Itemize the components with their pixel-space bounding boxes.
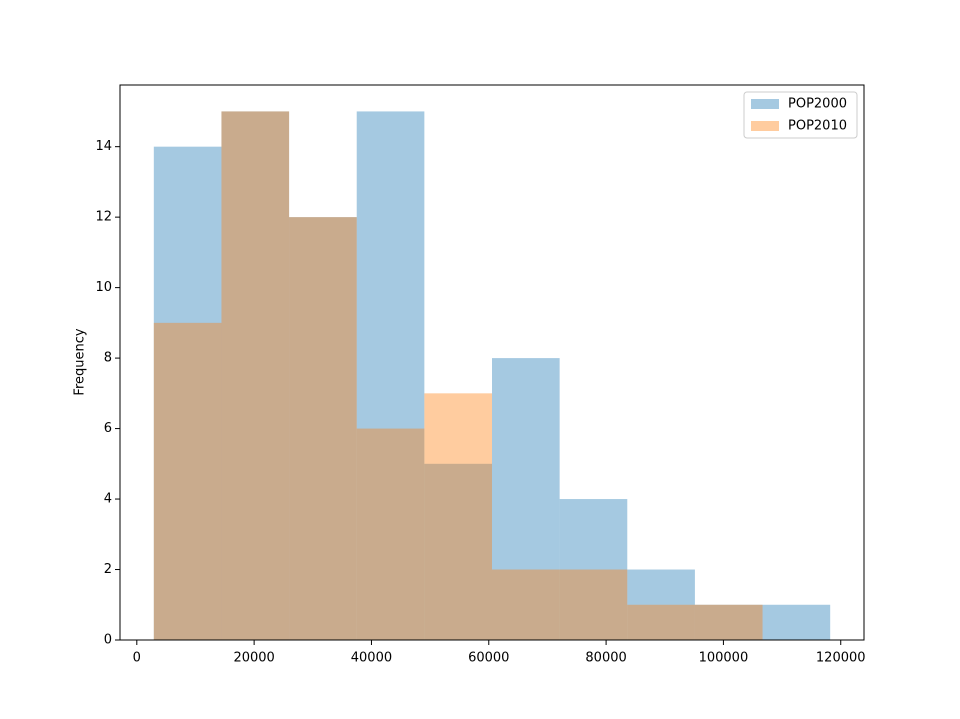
x-tick-label: 80000 bbox=[585, 651, 626, 666]
y-tick-label: 14 bbox=[95, 139, 112, 154]
y-tick-label: 6 bbox=[104, 421, 112, 436]
histogram-bar bbox=[221, 111, 290, 640]
histogram-bar bbox=[694, 604, 763, 640]
x-tick-label: 0 bbox=[133, 651, 141, 666]
histogram-bar bbox=[694, 604, 763, 640]
histogram-bar bbox=[627, 569, 695, 640]
histogram-bar bbox=[289, 217, 357, 640]
histogram-bar bbox=[762, 604, 831, 640]
x-tick-label: 40000 bbox=[351, 651, 392, 666]
y-tick-label: 10 bbox=[95, 280, 112, 295]
legend-label: POP2010 bbox=[788, 119, 847, 134]
legend-label: POP2000 bbox=[788, 97, 847, 112]
histogram-bar bbox=[627, 604, 695, 640]
legend-swatch bbox=[751, 121, 779, 131]
legend-swatch bbox=[751, 99, 779, 109]
x-tick-label: 20000 bbox=[233, 651, 274, 666]
histogram-bar bbox=[356, 428, 425, 640]
histogram-bar bbox=[356, 111, 425, 640]
histogram-bar bbox=[492, 569, 560, 640]
histogram-bar bbox=[492, 358, 560, 640]
x-tick-label: 120000 bbox=[816, 651, 866, 666]
y-axis-label: Frequency bbox=[73, 328, 88, 395]
y-tick-label: 0 bbox=[104, 633, 112, 648]
histogram-bar bbox=[221, 111, 290, 640]
y-tick-label: 12 bbox=[95, 210, 112, 225]
y-tick-label: 2 bbox=[104, 562, 112, 577]
histogram-bar bbox=[289, 217, 357, 640]
histogram-bar bbox=[559, 499, 628, 640]
histogram-bar bbox=[153, 146, 222, 640]
y-tick-label: 8 bbox=[104, 351, 112, 366]
histogram-bar bbox=[153, 322, 222, 640]
legend-box bbox=[743, 91, 858, 139]
histogram-bar bbox=[559, 569, 628, 640]
y-tick-label: 4 bbox=[104, 492, 112, 507]
x-tick-label: 60000 bbox=[468, 651, 509, 666]
plot-frame bbox=[119, 84, 865, 641]
legend: POP2000 POP2010 bbox=[743, 91, 858, 139]
histogram-bar bbox=[424, 393, 492, 640]
histogram-bar bbox=[424, 463, 492, 640]
x-tick-label: 100000 bbox=[699, 651, 749, 666]
